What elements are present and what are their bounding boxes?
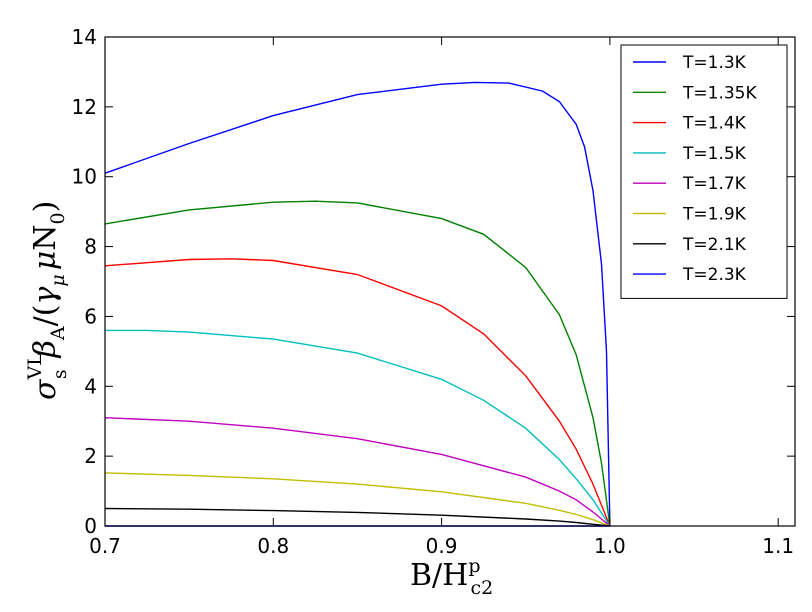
legend-label: T=1.3K <box>682 53 747 73</box>
y-axis-title: σVL sβA/(γμμN0) <box>24 201 71 400</box>
legend-label: T=1.9K <box>682 205 747 225</box>
y-tick-label: 2 <box>84 444 97 468</box>
y-tick-label: 10 <box>72 165 97 189</box>
legend-label: T=1.35K <box>682 83 757 103</box>
y-tick-label: 14 <box>72 25 97 49</box>
legend-label: T=2.1K <box>682 235 747 255</box>
series-line-0 <box>104 81 611 527</box>
x-tick-label: 0.9 <box>426 534 458 558</box>
y-tick-label: 4 <box>84 374 97 398</box>
ticks-layer: 0.7 0.8 0.9 1.0 1.1 0 2 4 6 8 10 12 14 <box>72 25 795 558</box>
x-tick-label: 1.0 <box>594 534 626 558</box>
x-tick-label: 1.1 <box>762 534 794 558</box>
series-line-4 <box>104 417 611 527</box>
y-tick-label: 8 <box>84 235 97 259</box>
y-tick-label: 6 <box>84 304 97 328</box>
legend-label: T=1.7K <box>682 174 747 194</box>
series-line-1 <box>104 200 611 527</box>
y-tick-label: 12 <box>72 95 97 119</box>
x-tick-label: 0.8 <box>257 534 289 558</box>
legend-label: T=1.4K <box>682 114 747 134</box>
legend-label: T=1.5K <box>682 144 747 164</box>
series-line-5 <box>104 472 611 527</box>
y-tick-label: 0 <box>84 514 97 538</box>
series-line-2 <box>104 258 611 527</box>
legend-label: T=2.3K <box>682 265 747 285</box>
plot-frame <box>104 36 796 527</box>
legend-box <box>620 44 788 299</box>
series-line-6 <box>104 507 610 527</box>
legend: T=1.3K T=1.35K T=1.4K T=1.5K T=1.7K T=1.9K T=2… <box>620 44 788 299</box>
x-axis-title: B/Hp c2 <box>410 555 493 599</box>
x-tick-label: 0.7 <box>89 534 121 558</box>
series-line-3 <box>105 329 611 527</box>
